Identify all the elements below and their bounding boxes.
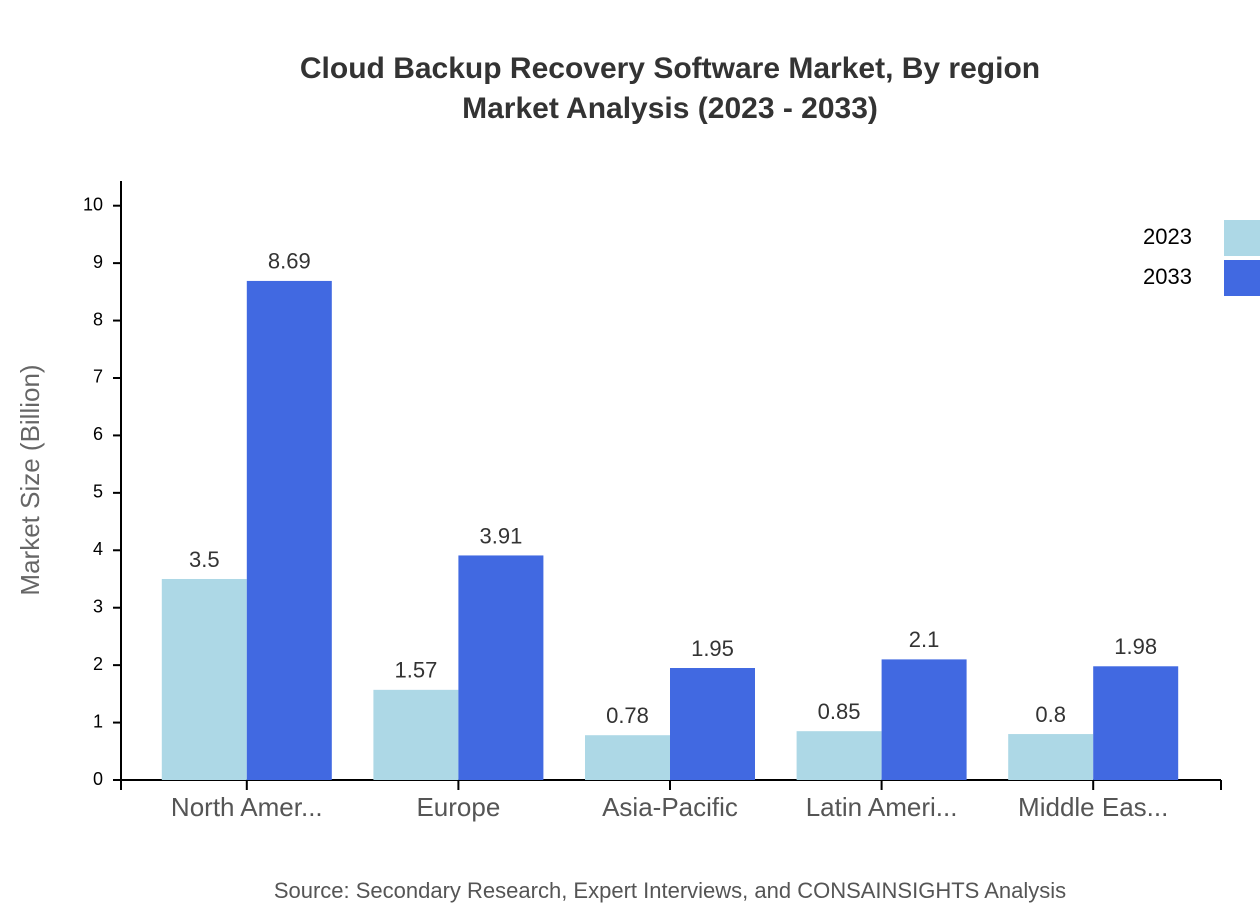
data-label: 1.57 bbox=[394, 658, 437, 683]
x-tick-label: North Amer... bbox=[171, 792, 323, 822]
source-note: Source: Secondary Research, Expert Inter… bbox=[274, 878, 1066, 903]
y-tick-label: 8 bbox=[93, 309, 103, 329]
bar bbox=[585, 735, 670, 780]
data-label: 1.95 bbox=[691, 636, 734, 661]
chart-subtitle: Market Analysis (2023 - 2033) bbox=[462, 92, 878, 125]
chart-title: Cloud Backup Recovery Software Market, B… bbox=[300, 52, 1040, 85]
bar bbox=[881, 659, 967, 780]
x-tick-label: Asia-Pacific bbox=[602, 792, 738, 822]
data-label: 3.5 bbox=[189, 547, 220, 572]
data-label: 8.69 bbox=[268, 249, 311, 274]
y-tick-label: 2 bbox=[93, 654, 103, 674]
legend-swatch bbox=[1224, 220, 1260, 256]
y-tick-label: 9 bbox=[93, 252, 103, 272]
y-tick-label: 0 bbox=[93, 769, 103, 789]
bar bbox=[1008, 734, 1094, 780]
bar bbox=[373, 689, 459, 780]
y-tick-label: 5 bbox=[93, 482, 103, 502]
legend-swatch bbox=[1224, 260, 1260, 296]
bar bbox=[161, 578, 247, 780]
bar bbox=[1093, 666, 1179, 780]
x-tick-label: Middle Eas... bbox=[1018, 792, 1168, 822]
x-tick-label: Latin Ameri... bbox=[806, 792, 958, 822]
data-label: 0.8 bbox=[1035, 702, 1066, 727]
bar bbox=[458, 555, 544, 780]
data-label: 1.98 bbox=[1114, 634, 1157, 659]
bar bbox=[670, 668, 755, 780]
y-tick-label: 7 bbox=[93, 367, 103, 387]
data-label: 0.85 bbox=[818, 699, 861, 724]
legend-label: 2033 bbox=[1143, 264, 1192, 289]
bar bbox=[796, 731, 882, 780]
legend-label: 2023 bbox=[1143, 224, 1192, 249]
y-tick-label: 10 bbox=[83, 194, 103, 214]
y-tick-label: 6 bbox=[93, 424, 103, 444]
data-label: 2.1 bbox=[909, 627, 940, 652]
y-tick-label: 4 bbox=[93, 539, 103, 559]
data-label: 3.91 bbox=[479, 523, 522, 548]
bar bbox=[246, 280, 332, 780]
y-axis-title: Market Size (Billion) bbox=[15, 364, 45, 595]
x-tick-label: Europe bbox=[416, 792, 500, 822]
data-label: 0.78 bbox=[606, 703, 649, 728]
y-tick-label: 3 bbox=[93, 596, 103, 616]
y-tick-label: 1 bbox=[93, 711, 103, 731]
